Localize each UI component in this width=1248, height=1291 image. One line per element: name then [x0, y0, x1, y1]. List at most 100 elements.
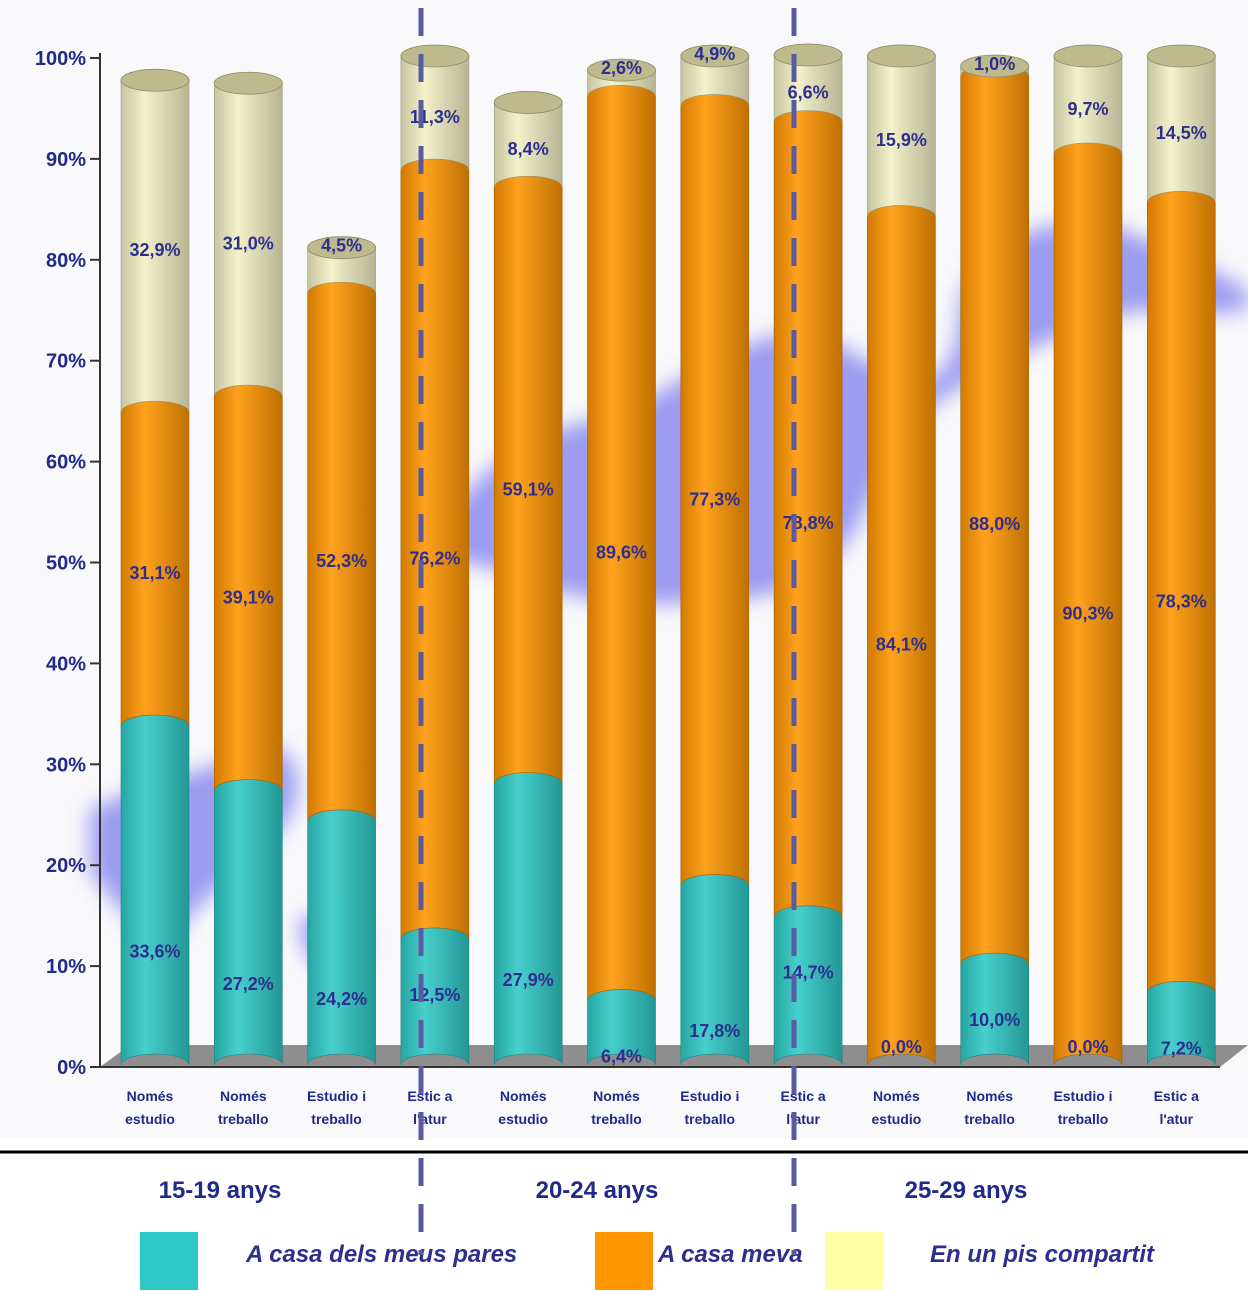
bar-top-cap [960, 54, 1030, 78]
category-label-line1: Només [593, 1088, 640, 1104]
bar-top-cap [587, 58, 656, 82]
bar-7 [680, 44, 750, 1066]
bar-segment-a-casa-dels-meus-pares [960, 952, 1029, 1066]
value-label: 31,1% [129, 563, 180, 583]
bar-11 [1053, 44, 1123, 1066]
value-label: 24,2% [316, 989, 367, 1009]
category-label-line1: Estic a [407, 1088, 452, 1104]
value-label: 90,3% [1062, 603, 1113, 623]
y-tick-label: 70% [46, 351, 86, 373]
legend: A casa dels meus pares A casa meva En un p… [140, 1232, 1155, 1290]
category-label-line2: estudio [498, 1111, 548, 1127]
y-tick-label: 90% [46, 149, 86, 171]
bar-3 [307, 236, 377, 1066]
legend-swatch [140, 1232, 198, 1290]
value-label: 1,0% [974, 54, 1015, 74]
legend-label: A casa meva [657, 1241, 803, 1268]
bar-12 [1146, 44, 1216, 1066]
value-label: 88,0% [969, 514, 1020, 534]
category-label-line1: Estudio i [307, 1088, 366, 1104]
value-label: 9,7% [1067, 99, 1108, 119]
category-label-line2: treballo [685, 1111, 736, 1127]
bar-segment-a-casa-dels-meus-pares [493, 772, 563, 1066]
category-label-line2: treballo [311, 1111, 362, 1127]
value-label: 14,5% [1156, 123, 1207, 143]
value-label: 27,9% [503, 970, 554, 990]
group-labels: 15-19 anys 20-24 anys 25-29 anys [159, 1177, 1028, 1204]
category-label-line2: estudio [125, 1111, 175, 1127]
y-tick-label: 60% [46, 452, 86, 474]
bar-4 [400, 44, 470, 1066]
value-label: 6,4% [601, 1046, 642, 1066]
y-tick-label: 100% [35, 48, 86, 70]
bar-5 [493, 91, 563, 1066]
value-label: 14,7% [783, 963, 834, 983]
value-label: 4,9% [694, 44, 735, 64]
value-label: 17,8% [689, 1021, 740, 1041]
legend-swatch [825, 1232, 883, 1290]
bar-top-cap [680, 44, 750, 68]
bar-top-cap [213, 71, 283, 95]
value-label: 59,1% [503, 479, 554, 499]
value-label: 52,3% [316, 551, 367, 571]
value-label: 89,6% [596, 542, 647, 562]
bar-top-cap [307, 236, 377, 260]
value-label: 31,0% [223, 234, 274, 254]
bar-8 [773, 43, 843, 1066]
category-label-line2: l'atur [413, 1111, 447, 1127]
y-tick-label: 0% [57, 1057, 86, 1079]
y-tick-label: 30% [46, 754, 86, 776]
category-label-line2: treballo [591, 1111, 642, 1127]
value-label: 10,0% [969, 1010, 1020, 1030]
category-label-line1: Només [873, 1088, 920, 1104]
value-label: 32,9% [129, 240, 180, 260]
value-label: 33,6% [129, 941, 180, 961]
value-label: 2,6% [601, 58, 642, 78]
y-axis-ticks: 0% 10% 20% 30% 40% 50% 60% 70% 80% 90% 100% [35, 48, 100, 1079]
group-label: 25-29 anys [905, 1177, 1028, 1204]
bar-top-cap [867, 44, 936, 68]
value-label: 4,5% [321, 236, 362, 256]
legend-label: En un pis compartit [930, 1241, 1155, 1268]
category-label-line1: Estudio i [1053, 1088, 1112, 1104]
bar-segment-a-casa-dels-meus-pares [214, 779, 283, 1066]
bar-10 [960, 54, 1030, 1066]
value-label: 6,6% [788, 82, 829, 102]
legend-swatch [595, 1232, 653, 1290]
value-label: 0,0% [881, 1037, 922, 1057]
value-label: 15,9% [876, 130, 927, 150]
bar-6 [587, 58, 656, 1066]
bar-top-cap [1053, 44, 1123, 68]
bar-9 [867, 44, 936, 1066]
bars [120, 43, 1216, 1066]
group-label: 15-19 anys [159, 1177, 282, 1204]
category-label-line2: estudio [872, 1111, 922, 1127]
value-label: 7,2% [1161, 1038, 1202, 1058]
value-label: 78,3% [1156, 591, 1207, 611]
bar-top-cap [493, 91, 563, 114]
value-label: 84,1% [876, 635, 927, 655]
category-label-line2: treballo [218, 1111, 269, 1127]
y-tick-label: 40% [46, 653, 86, 675]
value-label: 0,0% [1067, 1037, 1108, 1057]
bar-segment-a-casa-dels-meus-pares [773, 905, 843, 1066]
bar-2 [213, 71, 283, 1066]
bar-1 [120, 68, 190, 1066]
value-label: 27,2% [223, 974, 274, 994]
bar-segment-a-casa-dels-meus-pares [307, 809, 376, 1066]
category-label-line2: treballo [964, 1111, 1015, 1127]
category-label-line2: treballo [1058, 1111, 1109, 1127]
category-label-line1: Estic a [1154, 1088, 1199, 1104]
bar-segment-a-casa-dels-meus-pares [120, 714, 190, 1066]
group-label: 20-24 anys [536, 1177, 659, 1204]
y-tick-label: 20% [46, 855, 86, 877]
category-label-line1: Només [220, 1088, 267, 1104]
value-label: 11,3% [410, 107, 460, 127]
bar-top-cap [773, 43, 843, 67]
category-label-line2: l'atur [786, 1111, 820, 1127]
category-label-line1: Només [127, 1088, 174, 1104]
y-tick-label: 80% [46, 250, 86, 272]
group-dividers [418, 8, 797, 1255]
value-label: 8,4% [508, 139, 549, 159]
